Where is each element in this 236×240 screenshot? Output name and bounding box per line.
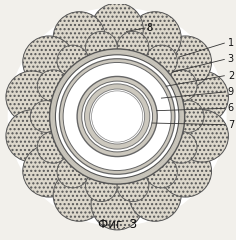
Circle shape	[50, 49, 185, 184]
Circle shape	[23, 145, 75, 197]
Circle shape	[129, 169, 181, 221]
Circle shape	[172, 101, 204, 132]
Circle shape	[165, 70, 197, 102]
Circle shape	[165, 132, 197, 163]
Circle shape	[53, 169, 105, 221]
Text: 2: 2	[228, 71, 234, 81]
Circle shape	[6, 110, 58, 162]
Circle shape	[159, 145, 211, 197]
Circle shape	[37, 132, 69, 163]
Circle shape	[91, 178, 143, 230]
Circle shape	[30, 101, 62, 132]
Circle shape	[159, 36, 211, 88]
Circle shape	[16, 15, 219, 218]
Circle shape	[176, 110, 228, 162]
Circle shape	[63, 62, 171, 171]
Circle shape	[90, 89, 145, 144]
Text: 1: 1	[228, 38, 234, 48]
Circle shape	[37, 70, 69, 102]
Text: 7: 7	[228, 120, 234, 130]
Circle shape	[129, 12, 181, 64]
Text: Фиг. 3: Фиг. 3	[98, 218, 137, 231]
Circle shape	[176, 71, 228, 123]
Circle shape	[92, 91, 143, 142]
Text: 6: 6	[228, 103, 234, 113]
Circle shape	[55, 55, 179, 178]
Circle shape	[6, 71, 58, 123]
Circle shape	[57, 156, 89, 188]
Circle shape	[53, 12, 105, 64]
Circle shape	[84, 84, 150, 149]
Circle shape	[146, 45, 177, 77]
Circle shape	[146, 156, 177, 188]
Circle shape	[85, 170, 117, 202]
Circle shape	[85, 31, 117, 63]
Text: 8: 8	[146, 23, 152, 33]
Circle shape	[117, 31, 149, 63]
Circle shape	[77, 77, 157, 156]
Circle shape	[8, 7, 227, 226]
Circle shape	[82, 81, 152, 152]
Circle shape	[117, 170, 149, 202]
Circle shape	[23, 36, 75, 88]
Circle shape	[57, 45, 89, 77]
Circle shape	[91, 3, 143, 55]
Text: 9: 9	[228, 87, 234, 97]
Text: 3: 3	[228, 54, 234, 64]
Circle shape	[59, 59, 175, 174]
Circle shape	[63, 63, 171, 170]
